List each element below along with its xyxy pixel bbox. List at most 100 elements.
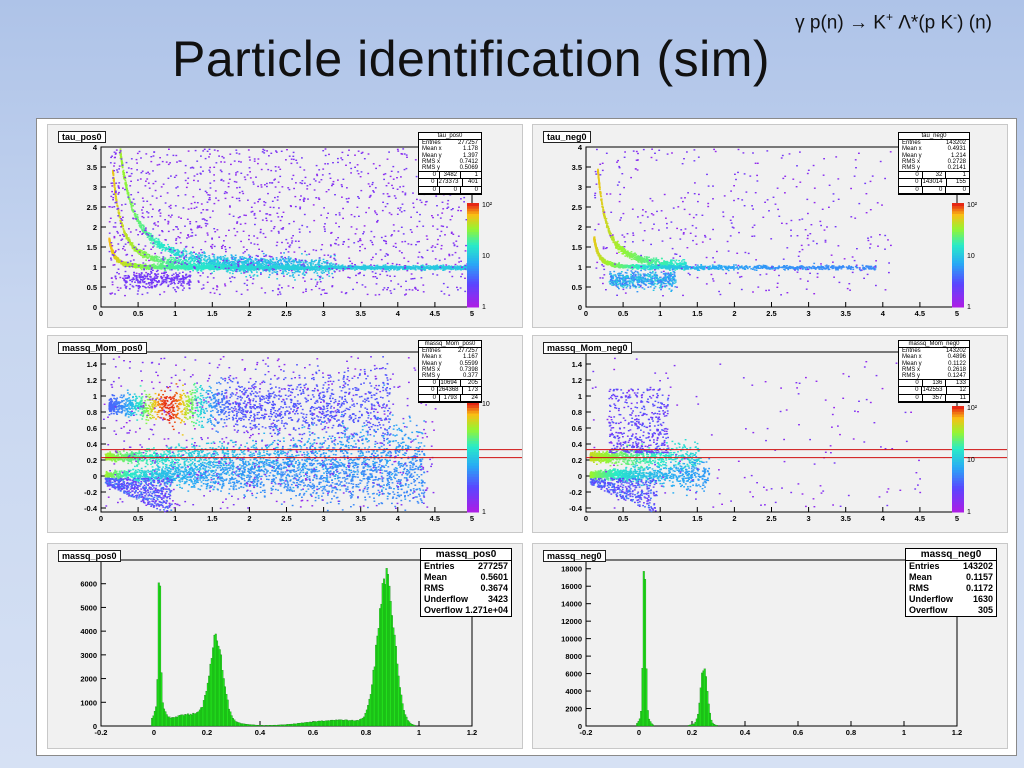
heatmap-cell <box>333 257 336 260</box>
heatmap-cell <box>247 266 250 269</box>
heatmap-cell <box>130 206 133 208</box>
heatmap-cell <box>169 251 172 253</box>
heatmap-cell <box>109 245 112 247</box>
y-tick-label: 3.5 <box>87 163 97 172</box>
heatmap-cell <box>263 263 266 265</box>
heatmap-cell <box>290 262 293 265</box>
heatmap-cell <box>202 262 205 264</box>
heatmap-cell <box>281 258 284 260</box>
heatmap-cell <box>211 272 213 274</box>
heatmap-cell <box>166 259 169 261</box>
heatmap-cell <box>347 246 350 248</box>
heatmap-cell <box>153 245 156 247</box>
x-tick-label: 3.5 <box>355 309 365 318</box>
heatmap-cell <box>248 274 251 277</box>
heatmap-cell <box>289 275 291 277</box>
heatmap-cell <box>456 245 459 248</box>
heatmap-cell <box>249 171 251 173</box>
heatmap-cell <box>270 260 273 263</box>
heatmap-cell <box>200 256 203 258</box>
heatmap-cell <box>234 260 237 262</box>
heatmap-cell <box>328 265 330 267</box>
heatmap-cell <box>231 258 234 261</box>
heatmap-cell <box>225 264 227 267</box>
heatmap-cell <box>240 268 243 270</box>
heatmap-cell <box>174 260 177 262</box>
heatmap-cell <box>164 258 166 260</box>
heatmap-cell <box>267 266 270 268</box>
heatmap-cell <box>332 263 334 265</box>
heatmap-cell <box>329 267 332 269</box>
heatmap-cell <box>398 268 401 271</box>
heatmap-cell <box>297 261 300 263</box>
heatmap-cell <box>283 260 286 262</box>
heatmap-cell <box>273 261 275 264</box>
heatmap-cell <box>287 264 290 266</box>
heatmap-cell <box>224 266 226 269</box>
heatmap-cell <box>288 267 290 269</box>
heatmap-cell <box>262 267 265 269</box>
heatmap-cell <box>288 261 291 263</box>
heatmap-cell <box>130 243 132 245</box>
heatmap-cell <box>271 263 274 265</box>
heatmap-cell <box>200 270 203 272</box>
heatmap-cell <box>333 265 336 267</box>
heatmap-cell <box>390 268 392 271</box>
heatmap-cell <box>180 256 183 258</box>
heatmap-cell <box>190 256 192 258</box>
heatmap-cell <box>328 275 331 277</box>
heatmap-cell <box>143 255 146 257</box>
heatmap-cell <box>288 268 290 271</box>
heatmap-cell <box>252 266 255 268</box>
heatmap-cell <box>226 271 229 273</box>
heatmap-cell <box>207 194 210 196</box>
heatmap-cell <box>313 261 316 263</box>
heatmap-cell <box>171 265 174 267</box>
heatmap-cell <box>124 231 126 234</box>
heatmap-cell <box>291 268 294 270</box>
heatmap-cell <box>143 228 146 230</box>
heatmap-cell <box>127 195 130 197</box>
heatmap-cell <box>436 264 439 266</box>
heatmap-cell <box>185 268 187 270</box>
heatmap-cell <box>127 240 130 242</box>
heatmap-cell <box>276 260 279 263</box>
heatmap-cell <box>379 267 382 269</box>
heatmap-cell <box>217 266 219 268</box>
heatmap-cell <box>422 291 425 293</box>
heatmap-cell <box>243 260 246 263</box>
heatmap-cell <box>213 166 216 168</box>
heatmap-cell <box>320 269 323 271</box>
heatmap-cell <box>248 263 251 265</box>
heatmap-cell <box>385 268 388 271</box>
heatmap-cell <box>335 265 338 268</box>
heatmap-cells <box>108 148 473 297</box>
heatmap-cell <box>326 260 328 262</box>
heatmap-cell <box>313 260 316 262</box>
heatmap-cell <box>176 261 179 264</box>
heatmap-cell <box>252 268 254 270</box>
heatmap-cell <box>254 257 257 260</box>
heatmap-cell <box>316 265 319 267</box>
heatmap-cell <box>318 261 321 263</box>
heatmap-cell <box>120 226 122 228</box>
heatmap-cell <box>178 254 181 257</box>
heatmap-cell <box>227 262 230 264</box>
heatmap-cell <box>162 266 165 268</box>
heatmap-cell <box>455 267 457 269</box>
heatmap-cell <box>139 223 141 225</box>
heatmap-cell <box>257 265 260 268</box>
heatmap-cell <box>137 252 139 254</box>
heatmap-cell <box>361 267 364 269</box>
heatmap-cell <box>165 247 168 249</box>
heatmap-cell <box>108 237 111 239</box>
heatmap-cell <box>286 267 288 269</box>
heatmap-cell <box>249 264 252 267</box>
heatmap-cell <box>256 260 258 262</box>
heatmap-cell <box>174 252 177 254</box>
heatmap-cell <box>150 258 152 260</box>
heatmap-cell <box>193 264 196 266</box>
heatmap-cell <box>127 241 130 244</box>
heatmap-cell <box>271 258 274 260</box>
heatmap-cell <box>229 261 231 263</box>
